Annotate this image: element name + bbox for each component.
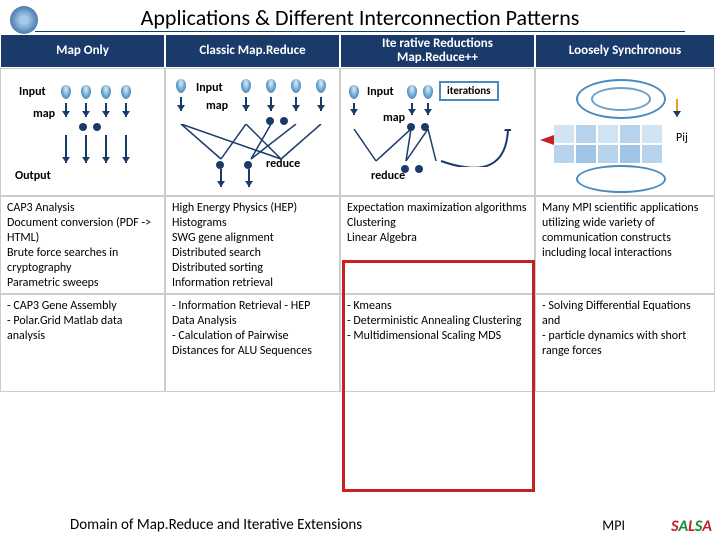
drop-icon	[121, 85, 131, 99]
map-label: map	[383, 111, 405, 126]
drop-icon	[349, 85, 359, 99]
input-label: Input	[196, 81, 223, 96]
dot-icon	[216, 161, 224, 169]
drop-icon	[266, 79, 276, 93]
diagram-iterative: Input map reduce iterations	[340, 68, 535, 196]
page-title: Applications & Different Interconnection…	[35, 0, 685, 31]
arrow-icon	[85, 103, 87, 117]
dot-icon	[93, 123, 101, 131]
examples-cell-0: - CAP3 Gene Assembly - Polar.Grid Matlab…	[0, 294, 165, 392]
col-header-2: Ite rative Reductions Map.Reduce++	[340, 34, 535, 68]
cell-text: - CAP3 Gene Assembly - Polar.Grid Matlab…	[7, 299, 122, 343]
dot-icon	[244, 161, 252, 169]
cell-text: - Solving Differential Equations and - p…	[542, 299, 691, 358]
cell-text: Expectation maximization algorithms Clus…	[347, 201, 527, 245]
arrow-icon	[295, 97, 297, 111]
arrow-icon	[245, 97, 247, 111]
drop-icon	[316, 79, 326, 93]
arrow-icon	[105, 103, 107, 117]
dot-icon	[79, 123, 87, 131]
input-label: Input	[367, 85, 394, 100]
cell-text: CAP3 Analysis Document conversion (PDF -…	[7, 201, 151, 290]
input-label: Input	[19, 85, 46, 100]
logo-icon	[10, 6, 38, 34]
drop-icon	[291, 79, 301, 93]
arrow-icon	[220, 169, 222, 187]
grid-cells	[554, 125, 662, 163]
pij-label: Pij	[676, 131, 688, 146]
dot-icon	[401, 165, 409, 173]
arrow-icon	[65, 103, 67, 117]
arrow-left-icon	[538, 133, 554, 147]
shuffle-lines	[171, 124, 331, 164]
arrow-icon	[180, 97, 182, 111]
diagram-loosely-sync: Pij	[535, 68, 715, 196]
drop-icon	[423, 85, 433, 99]
diagram-classic-mapreduce: Input map reduce	[165, 68, 340, 196]
col-header-1: Classic Map.Reduce	[165, 34, 340, 68]
dot-icon	[415, 165, 423, 173]
cell-text: High Energy Physics (HEP) Histograms SWG…	[172, 201, 297, 290]
examples-cell-3: - Solving Differential Equations and - p…	[535, 294, 715, 392]
drop-icon	[241, 79, 251, 93]
footer-domain: Domain of Map.Reduce and Iterative Exten…	[70, 516, 362, 534]
arrow-icon	[105, 135, 107, 163]
arrow-icon	[353, 103, 355, 115]
drop-icon	[61, 85, 71, 99]
iterations-badge: iterations	[439, 81, 499, 101]
drop-icon	[407, 85, 417, 99]
examples-cell-1: - Information Retrieval - HEP Data Analy…	[165, 294, 340, 392]
col-header-3: Loosely Synchronous	[535, 34, 715, 68]
footer-salsa: SALSA	[671, 517, 712, 536]
arrow-icon	[125, 135, 127, 163]
diagram-map-only: Input map Output	[0, 68, 165, 196]
drop-icon	[101, 85, 111, 99]
arrow-icon	[85, 135, 87, 163]
ring-icon	[576, 165, 666, 193]
arrow-icon	[270, 97, 272, 111]
map-label: map	[206, 99, 228, 114]
arrow-icon	[248, 169, 250, 187]
reduce-label: reduce	[371, 169, 405, 184]
cell-text: - Information Retrieval - HEP Data Analy…	[172, 299, 312, 358]
apps-cell-1: High Energy Physics (HEP) Histograms SWG…	[165, 196, 340, 294]
highlight-box	[342, 260, 535, 492]
arrow-icon	[427, 103, 429, 115]
apps-cell-0: CAP3 Analysis Document conversion (PDF -…	[0, 196, 165, 294]
footer-mpi: MPI	[602, 517, 625, 534]
arrow-icon	[125, 103, 127, 117]
cell-text: Many MPI scientific applications utilizi…	[542, 201, 698, 260]
drop-icon	[81, 85, 91, 99]
arrow-icon	[65, 135, 67, 163]
col-header-0: Map Only	[0, 34, 165, 68]
arrow-icon	[411, 103, 413, 115]
apps-cell-3: Many MPI scientific applications utilizi…	[535, 196, 715, 294]
ring-icon	[591, 87, 651, 111]
arrow-icon	[320, 97, 322, 111]
output-label: Output	[15, 169, 51, 184]
map-label: map	[33, 107, 55, 122]
drop-icon	[176, 79, 186, 93]
shuffle-lines	[346, 129, 511, 167]
arrow-icon	[676, 99, 678, 117]
